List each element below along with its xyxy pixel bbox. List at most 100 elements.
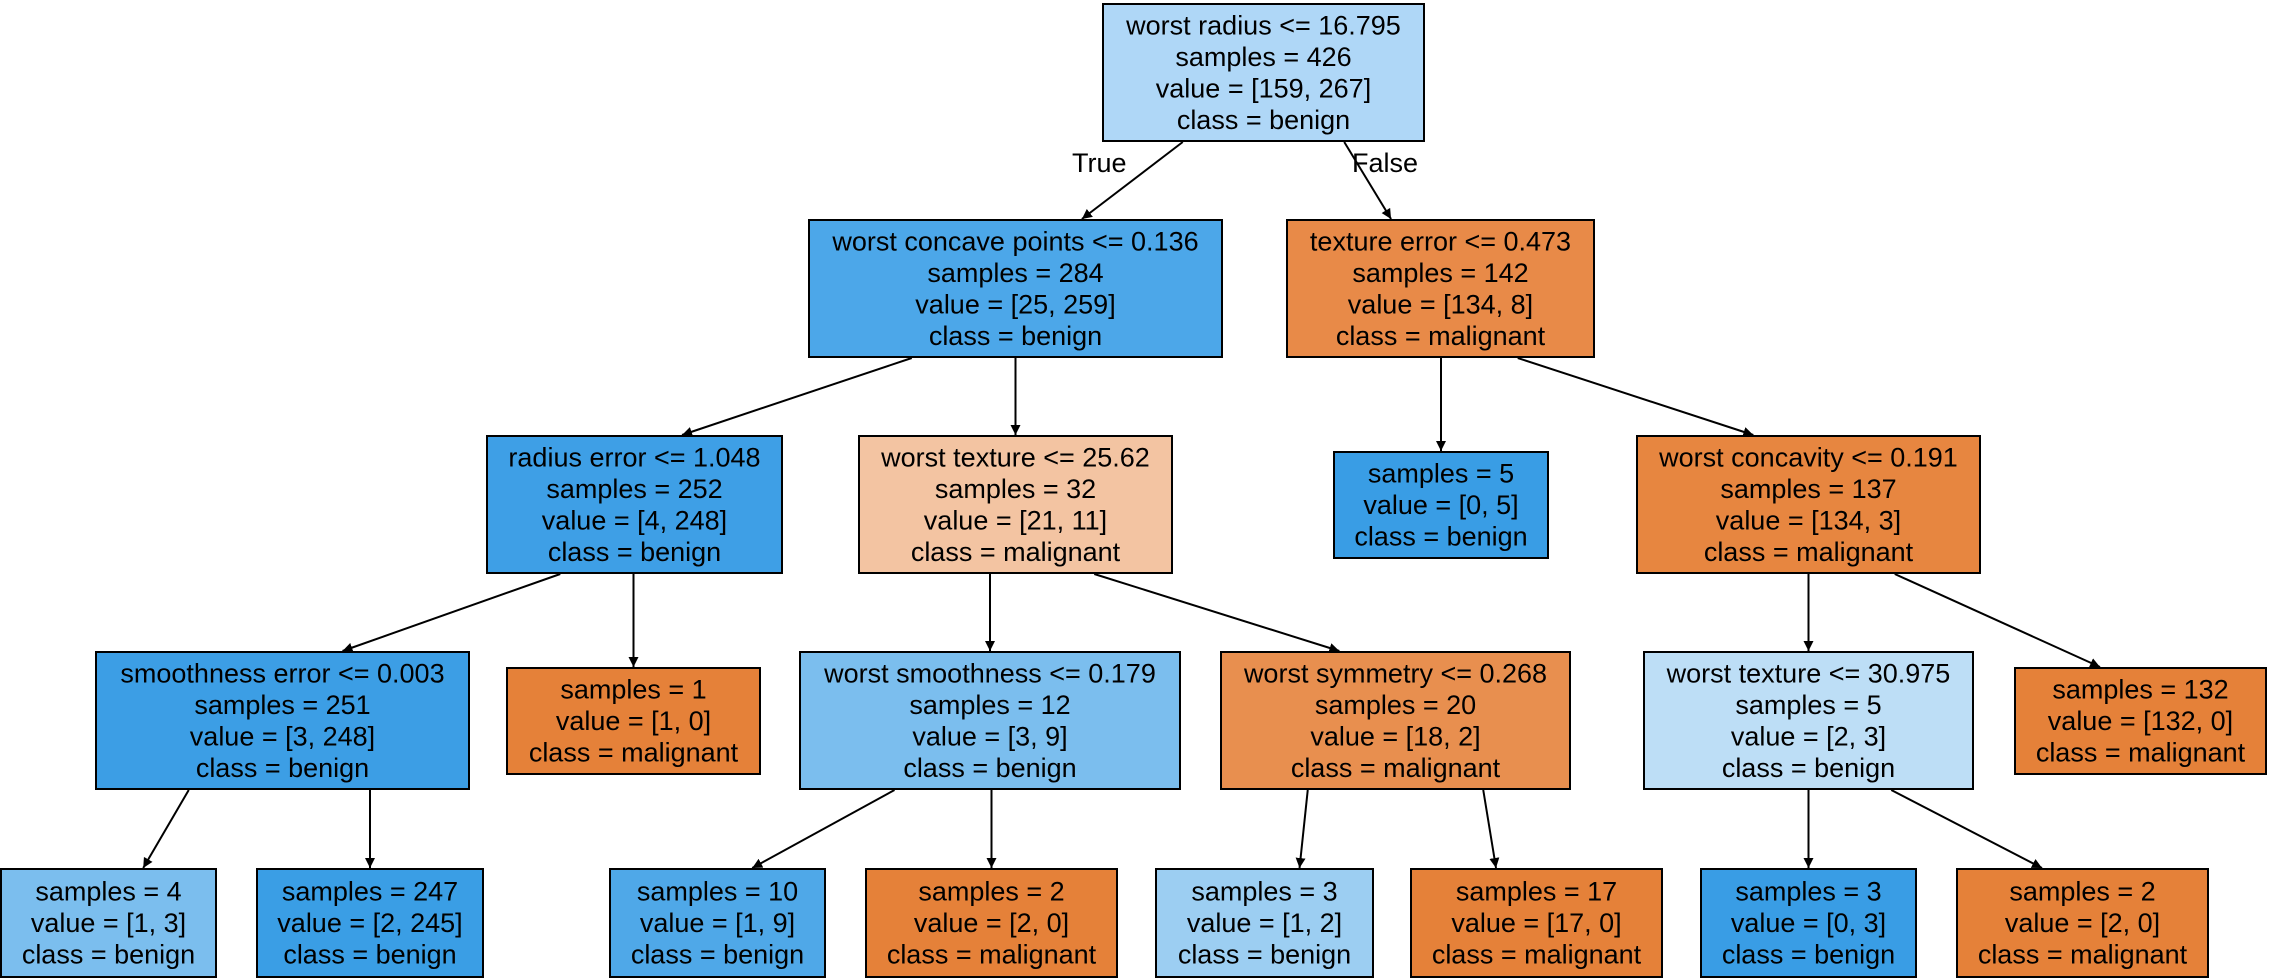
node-text-line: samples = 3 bbox=[1191, 877, 1337, 907]
node-text-line: worst symmetry <= 0.268 bbox=[1243, 658, 1547, 688]
node-text-line: worst concavity <= 0.191 bbox=[1658, 442, 1958, 472]
node-text-line: smoothness error <= 0.003 bbox=[120, 658, 444, 688]
node-text-line: value = [1, 9] bbox=[640, 908, 795, 938]
node-text-line: class = benign bbox=[903, 753, 1076, 783]
node-box bbox=[1155, 868, 1374, 978]
node-text-line: value = [132, 0] bbox=[2048, 706, 2233, 736]
node-box bbox=[1102, 3, 1425, 142]
node-text-line: worst concave points <= 0.136 bbox=[831, 226, 1198, 256]
node-text-line: samples = 4 bbox=[35, 877, 181, 907]
edge-n11-n20 bbox=[1890, 789, 2043, 869]
edge-n1-n3 bbox=[681, 357, 913, 437]
node-text-line: samples = 2 bbox=[2009, 877, 2155, 907]
node-text-line: class = benign bbox=[22, 940, 195, 970]
node-box bbox=[506, 667, 761, 775]
edge-n0-n1 bbox=[1081, 141, 1184, 220]
node-text-line: value = [2, 3] bbox=[1731, 721, 1886, 751]
node-text-line: samples = 5 bbox=[1368, 459, 1514, 489]
node-text-line: class = malignant bbox=[2036, 738, 2246, 768]
node-text-line: worst texture <= 25.62 bbox=[880, 442, 1150, 472]
node-text-line: radius error <= 1.048 bbox=[508, 442, 760, 472]
node-text-line: value = [4, 248] bbox=[542, 505, 727, 535]
edge-n10-n18 bbox=[1482, 789, 1500, 869]
edges-layer bbox=[142, 141, 2101, 869]
node-text-line: value = [18, 2] bbox=[1310, 721, 1480, 751]
node-text-line: class = benign bbox=[548, 537, 721, 567]
node-box bbox=[1636, 435, 1981, 574]
node-text-line: value = [1, 3] bbox=[31, 908, 186, 938]
node-text-line: value = [3, 9] bbox=[912, 721, 1067, 751]
edge-n3-n7 bbox=[342, 573, 561, 653]
node-text-line: class = malignant bbox=[1432, 940, 1642, 970]
edge-n10-n17 bbox=[1295, 789, 1309, 869]
node-text-line: class = malignant bbox=[1291, 753, 1501, 783]
node-box bbox=[799, 651, 1181, 790]
node-text-line: samples = 284 bbox=[927, 258, 1103, 288]
edge-n6-n12 bbox=[1894, 573, 2101, 668]
node-text-line: class = benign bbox=[1354, 522, 1527, 552]
node-box bbox=[1700, 868, 1917, 978]
node-text-line: value = [0, 5] bbox=[1363, 490, 1518, 520]
node-box bbox=[486, 435, 783, 574]
node-text-line: worst radius <= 16.795 bbox=[1125, 10, 1401, 40]
node-text-line: samples = 142 bbox=[1352, 258, 1528, 288]
node-text-line: class = benign bbox=[1722, 753, 1895, 783]
node-text-line: value = [159, 267] bbox=[1156, 73, 1371, 103]
edge-n7-n13 bbox=[142, 789, 190, 869]
node-text-line: class = benign bbox=[283, 940, 456, 970]
node-text-line: class = malignant bbox=[887, 940, 1097, 970]
node-text-line: class = benign bbox=[631, 940, 804, 970]
node-text-line: samples = 10 bbox=[637, 877, 798, 907]
edge-n9-n15 bbox=[751, 789, 895, 869]
node-text-line: samples = 426 bbox=[1175, 42, 1351, 72]
node-box bbox=[865, 868, 1118, 978]
node-text-line: class = benign bbox=[1177, 105, 1350, 135]
node-text-line: class = malignant bbox=[529, 738, 739, 768]
node-box bbox=[1220, 651, 1571, 790]
node-text-line: class = malignant bbox=[911, 537, 1121, 567]
node-text-line: class = benign bbox=[1722, 940, 1895, 970]
node-text-line: samples = 137 bbox=[1720, 474, 1896, 504]
node-text-line: samples = 12 bbox=[909, 690, 1070, 720]
node-box bbox=[2014, 667, 2267, 775]
edge-n4-n10 bbox=[1093, 573, 1340, 653]
node-text-line: value = [0, 3] bbox=[1731, 908, 1886, 938]
node-box bbox=[858, 435, 1173, 574]
node-text-line: class = benign bbox=[929, 321, 1102, 351]
node-text-line: samples = 3 bbox=[1735, 877, 1881, 907]
node-text-line: class = malignant bbox=[1704, 537, 1914, 567]
node-box bbox=[1333, 451, 1549, 559]
node-text-line: worst smoothness <= 0.179 bbox=[823, 658, 1156, 688]
node-text-line: class = benign bbox=[1178, 940, 1351, 970]
node-box bbox=[256, 868, 484, 978]
node-text-line: class = malignant bbox=[1978, 940, 2188, 970]
node-text-line: samples = 32 bbox=[935, 474, 1096, 504]
node-box bbox=[1956, 868, 2209, 978]
node-box bbox=[609, 868, 826, 978]
node-text-line: samples = 251 bbox=[194, 690, 370, 720]
node-box bbox=[1410, 868, 1663, 978]
node-text-line: value = [17, 0] bbox=[1451, 908, 1621, 938]
node-box bbox=[1643, 651, 1974, 790]
node-text-line: value = [2, 0] bbox=[914, 908, 1069, 938]
